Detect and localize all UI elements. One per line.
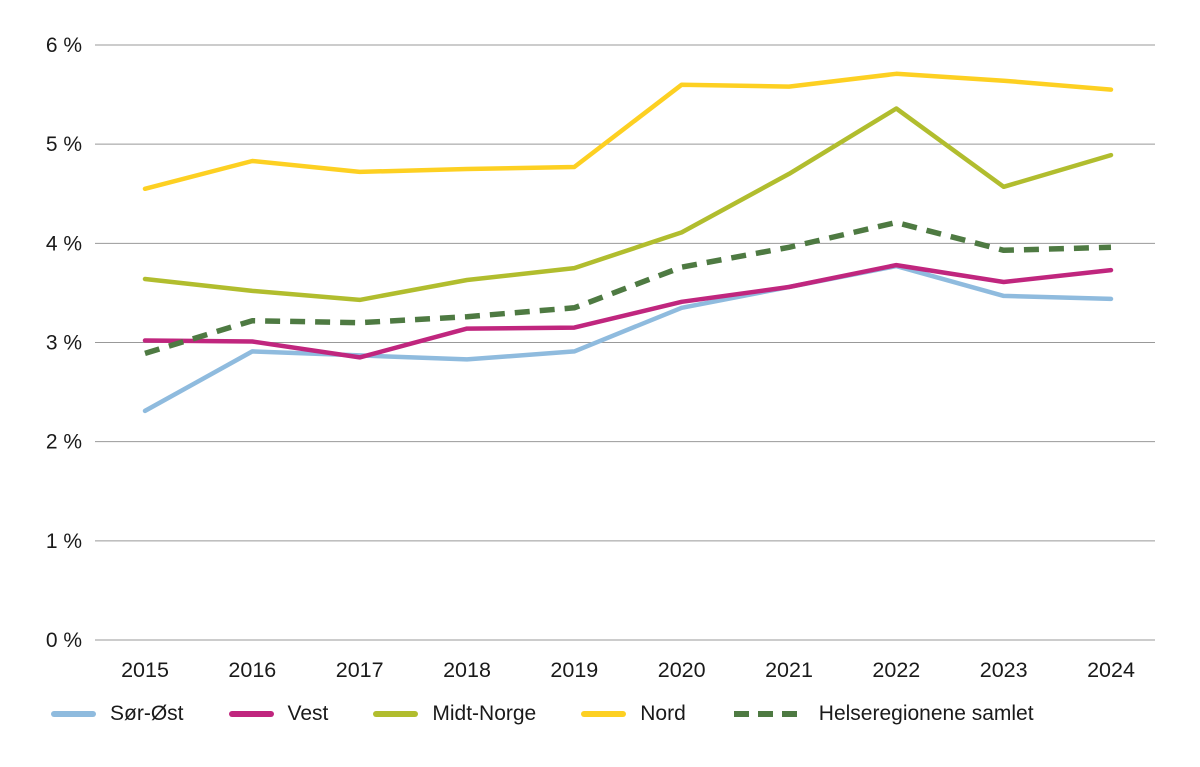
legend-item-s-r-st: Sør-Øst bbox=[50, 702, 184, 726]
x-tick-label: 2020 bbox=[658, 658, 706, 682]
legend-label: Nord bbox=[640, 702, 686, 725]
legend-swatch-midt-norge bbox=[373, 711, 419, 717]
series-line-midt-norge bbox=[142, 106, 1114, 303]
legend-swatch-s-r-st bbox=[51, 711, 96, 717]
x-tick-label: 2018 bbox=[443, 658, 491, 682]
x-tick-label: 2015 bbox=[121, 658, 169, 682]
legend-swatch-helseregionene-samlet bbox=[733, 711, 802, 717]
x-tick-label: 2021 bbox=[765, 658, 813, 682]
y-tick-label: 3 % bbox=[46, 332, 82, 355]
legend-swatch-vest bbox=[228, 711, 274, 717]
chart-legend: Sør-Øst Vest Midt-Norge Nord Helseregionene … bbox=[50, 702, 1034, 726]
series-line-s-r-st bbox=[142, 263, 1114, 414]
y-tick-label: 4 % bbox=[46, 232, 82, 255]
series-line-vest bbox=[142, 262, 1114, 360]
series-line-helseregionene-samlet bbox=[144, 219, 1112, 357]
legend-swatch-nord bbox=[581, 711, 627, 717]
y-tick-label: 6 % bbox=[46, 34, 82, 57]
legend-item-helseregionene-samlet: Helseregionene samlet bbox=[730, 702, 1034, 726]
legend-item-vest: Vest bbox=[228, 702, 329, 726]
x-tick-label: 2023 bbox=[980, 658, 1028, 682]
x-tick-label: 2016 bbox=[228, 658, 276, 682]
line-chart: 0 % 1 % 2 % 3 % 4 % 5 % 6 % 2015 2016 2017 2018 201… bbox=[46, 34, 1155, 682]
series-line-nord bbox=[142, 71, 1114, 192]
x-tick-label: 2024 bbox=[1087, 658, 1135, 682]
x-tick-label: 2017 bbox=[336, 658, 384, 682]
legend-item-midt-norge: Midt-Norge bbox=[372, 702, 536, 726]
y-tick-label: 0 % bbox=[46, 629, 82, 652]
legend-item-nord: Nord bbox=[580, 702, 686, 726]
x-tick-label: 2022 bbox=[872, 658, 920, 682]
legend-label: Helseregionene samlet bbox=[818, 702, 1034, 725]
legend-label: Vest bbox=[287, 702, 329, 725]
legend-label: Sør-Øst bbox=[110, 702, 184, 725]
y-tick-label: 1 % bbox=[46, 530, 82, 553]
legend-label: Midt-Norge bbox=[432, 702, 537, 725]
y-tick-label: 5 % bbox=[46, 133, 82, 156]
x-tick-label: 2019 bbox=[550, 658, 598, 682]
y-tick-label: 2 % bbox=[46, 431, 82, 454]
